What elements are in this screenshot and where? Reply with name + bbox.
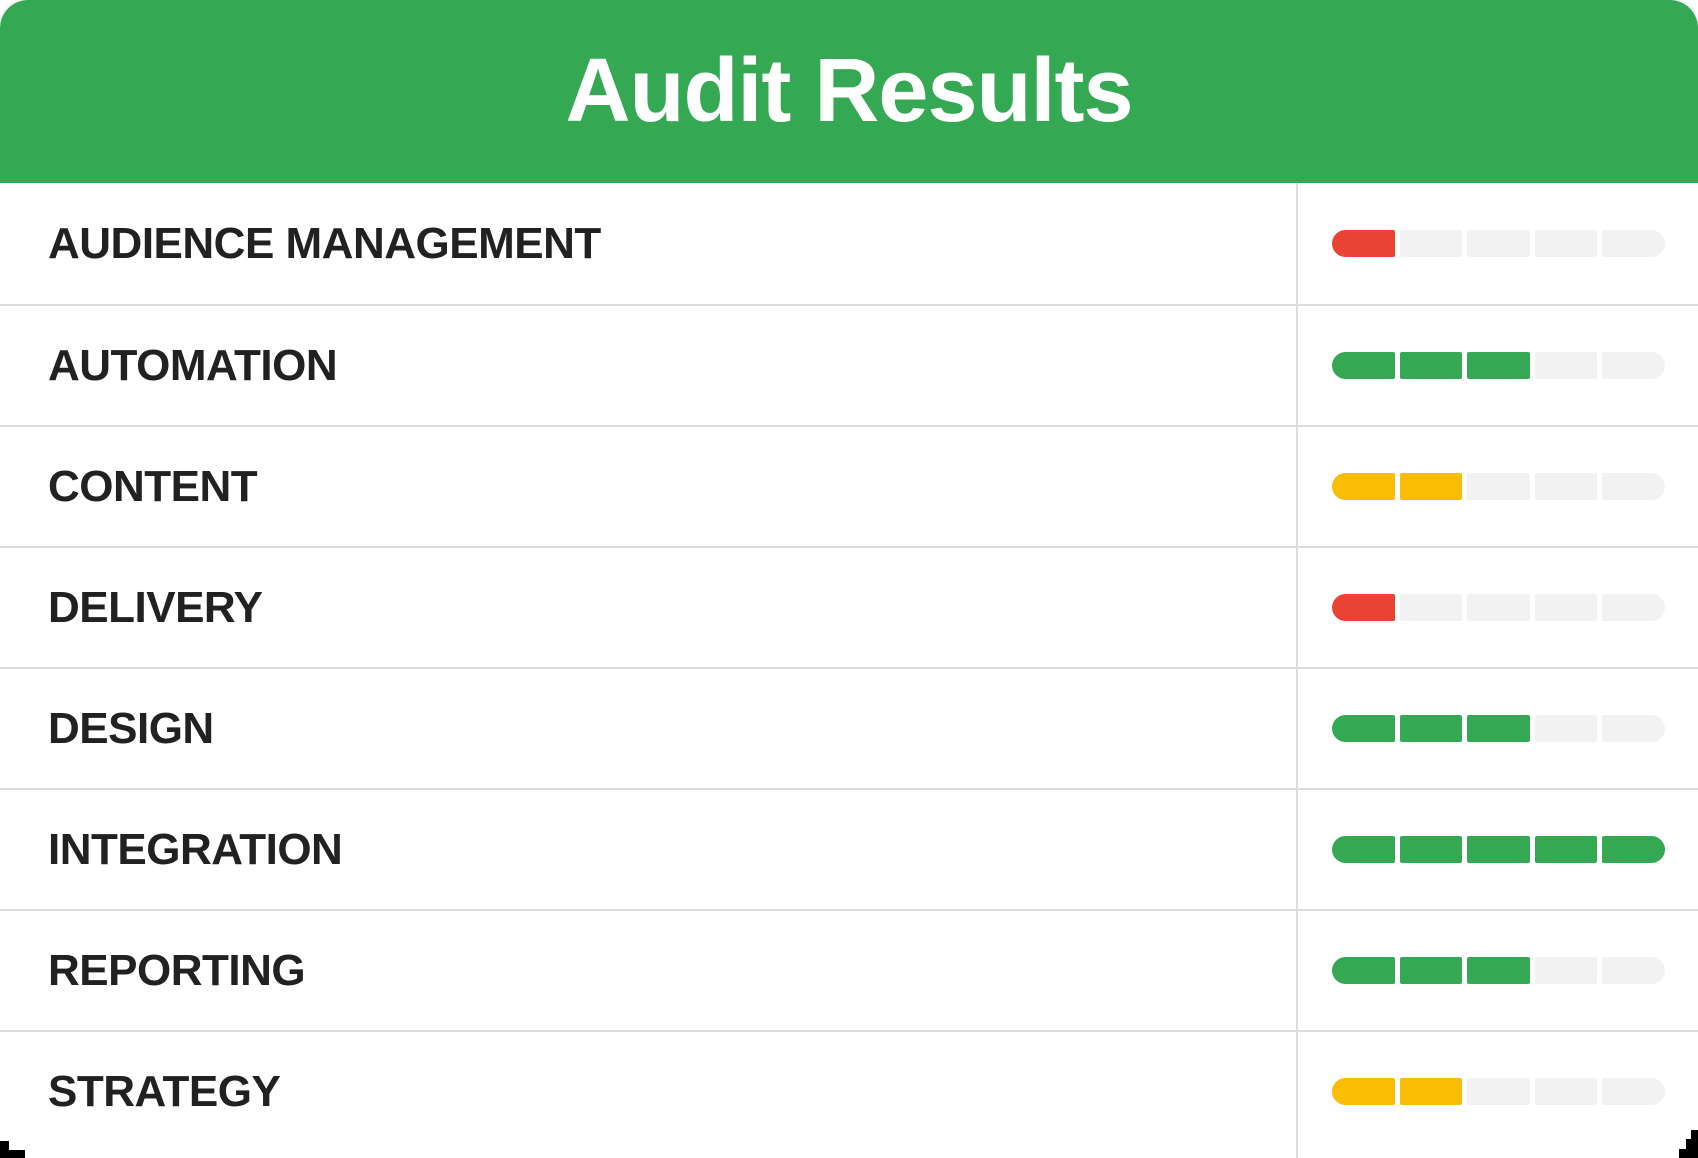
score-segment-filled [1332,1078,1395,1105]
table-row: INTEGRATION [0,788,1698,909]
category-label: DESIGN [48,703,214,753]
score-segment-empty [1534,230,1598,257]
tear-artifact-bottom-right [1691,1130,1698,1140]
category-label: STRATEGY [48,1066,281,1116]
score-segment-filled [1399,352,1463,379]
score-cell [1296,306,1698,425]
table-row: AUDIENCE MANAGEMENT [0,183,1698,304]
score-cell [1296,911,1698,1030]
score-segment-empty [1534,594,1598,621]
score-segment-empty [1602,352,1665,379]
table-row: DESIGN [0,667,1698,788]
column-divider [1296,183,1298,1158]
score-cell [1296,548,1698,667]
score-segment-filled [1332,594,1395,621]
category-label: DELIVERY [48,582,263,632]
score-segment-filled [1399,1078,1463,1105]
score-segment-empty [1467,230,1530,257]
page-title: Audit Results [565,41,1133,141]
table-row: REPORTING [0,909,1698,1030]
score-cell [1296,669,1698,788]
score-segment-filled [1467,715,1530,742]
tear-artifact-bottom-right [1686,1139,1698,1149]
tear-artifact-bottom-right [1679,1149,1698,1158]
category-label: CONTENT [48,461,258,511]
score-segment-filled [1399,957,1463,984]
score-segment-filled [1332,836,1395,863]
tear-artifact-bottom-left [0,1141,9,1151]
score-bar [1332,230,1665,257]
category-label: AUDIENCE MANAGEMENT [48,218,601,268]
score-segment-empty [1602,715,1665,742]
score-segment-filled [1332,230,1395,257]
score-segment-empty [1534,1078,1598,1105]
score-segment-empty [1602,1078,1665,1105]
score-segment-empty [1534,352,1598,379]
card-header: Audit Results [0,0,1698,183]
score-segment-filled [1332,715,1395,742]
tear-artifact-bottom-left [0,1150,25,1158]
score-cell [1296,183,1698,304]
score-segment-filled [1399,715,1463,742]
score-segment-empty [1602,594,1665,621]
score-cell [1296,1032,1698,1151]
score-bar [1332,473,1665,500]
table-row: STRATEGY [0,1030,1698,1151]
table-row: DELIVERY [0,546,1698,667]
score-bar [1332,352,1665,379]
score-segment-empty [1467,1078,1530,1105]
category-label: REPORTING [48,945,306,995]
results-table: AUDIENCE MANAGEMENT AUTOMATION CONTENT D… [0,183,1698,1151]
score-segment-empty [1602,230,1665,257]
score-segment-empty [1399,594,1463,621]
score-segment-filled [1332,957,1395,984]
score-segment-filled [1467,352,1530,379]
score-bar [1332,836,1665,863]
score-segment-filled [1467,957,1530,984]
score-bar [1332,715,1665,742]
score-cell [1296,790,1698,909]
score-bar [1332,1078,1665,1105]
category-label: AUTOMATION [48,340,338,390]
score-segment-filled [1332,473,1395,500]
score-segment-empty [1534,473,1598,500]
score-cell [1296,427,1698,546]
score-segment-empty [1534,957,1598,984]
table-row: CONTENT [0,425,1698,546]
score-segment-empty [1534,715,1598,742]
score-segment-filled [1467,836,1530,863]
score-segment-filled [1332,352,1395,379]
score-bar [1332,594,1665,621]
score-segment-empty [1602,473,1665,500]
score-segment-empty [1467,473,1530,500]
score-bar [1332,957,1665,984]
score-segment-filled [1399,836,1463,863]
table-row: AUTOMATION [0,304,1698,425]
category-label: INTEGRATION [48,824,343,874]
score-segment-filled [1399,473,1463,500]
score-segment-empty [1467,594,1530,621]
score-segment-filled [1602,836,1665,863]
score-segment-empty [1602,957,1665,984]
score-segment-empty [1399,230,1463,257]
score-segment-filled [1534,836,1598,863]
